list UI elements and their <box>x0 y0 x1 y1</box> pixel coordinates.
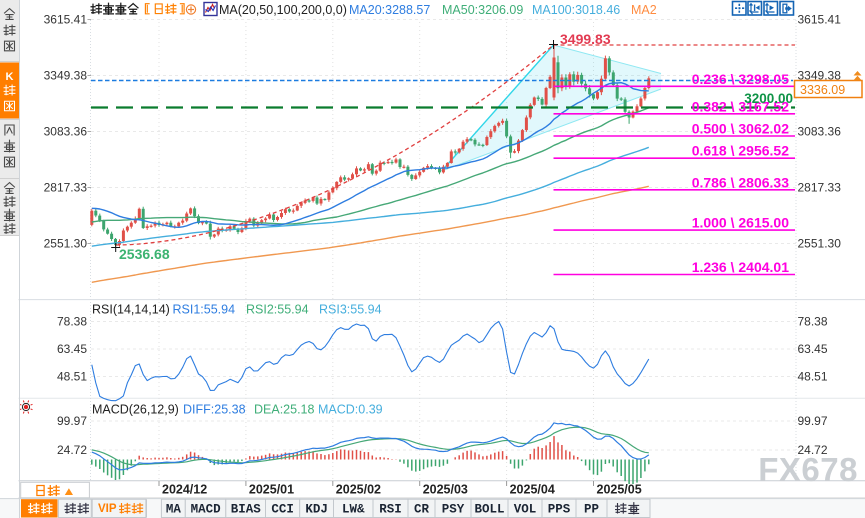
svg-text:VIP: VIP <box>98 503 117 515</box>
svg-text:LW&: LW& <box>342 503 365 517</box>
svg-text:MA(20,50,100,200,0,0): MA(20,50,100,200,0,0) <box>219 3 347 17</box>
svg-text:FX678: FX678 <box>758 451 858 488</box>
svg-text:RSI: RSI <box>379 503 402 517</box>
svg-text:RSI1:55.94: RSI1:55.94 <box>173 303 236 317</box>
svg-text:VOL: VOL <box>514 503 537 517</box>
svg-text:0.382 \ 3167.52: 0.382 \ 3167.52 <box>692 98 790 114</box>
svg-text:2817.33: 2817.33 <box>798 181 842 195</box>
svg-text:78.38: 78.38 <box>798 315 828 329</box>
svg-text:MA100:3018.46: MA100:3018.46 <box>532 3 620 17</box>
svg-text:1.236 \ 2404.01: 1.236 \ 2404.01 <box>692 259 790 275</box>
svg-text:MACD:0.39: MACD:0.39 <box>318 403 383 417</box>
svg-text:MA50:3206.09: MA50:3206.09 <box>442 3 523 17</box>
svg-text:RSI(14,14,14): RSI(14,14,14) <box>92 303 170 317</box>
svg-text:BIAS: BIAS <box>231 503 262 517</box>
svg-text:KDJ: KDJ <box>305 503 328 517</box>
svg-text:48.51: 48.51 <box>57 370 87 384</box>
svg-text:2551.30: 2551.30 <box>44 237 88 251</box>
svg-text:MACD: MACD <box>191 503 222 517</box>
svg-text:2551.30: 2551.30 <box>798 237 842 251</box>
svg-text:48.51: 48.51 <box>798 370 828 384</box>
svg-text:2025/03: 2025/03 <box>423 483 468 497</box>
svg-text:1.000 \ 2615.00: 1.000 \ 2615.00 <box>692 215 790 231</box>
svg-text:PPS: PPS <box>548 503 571 517</box>
svg-text:99.97: 99.97 <box>57 414 87 428</box>
svg-text:63.45: 63.45 <box>798 342 828 356</box>
svg-text:0.236 \ 3298.05: 0.236 \ 3298.05 <box>692 71 790 87</box>
svg-text:DIFF:25.38: DIFF:25.38 <box>183 403 246 417</box>
svg-text:MA: MA <box>166 503 182 517</box>
svg-text:0.786 \ 2806.33: 0.786 \ 2806.33 <box>692 174 790 190</box>
svg-text:CCI: CCI <box>271 503 294 517</box>
svg-text:MACD(26,12,9): MACD(26,12,9) <box>92 403 179 417</box>
svg-text:K: K <box>6 71 14 83</box>
svg-text:BOLL: BOLL <box>474 503 504 517</box>
svg-text:3615.41: 3615.41 <box>44 13 88 27</box>
svg-text:3083.36: 3083.36 <box>798 125 842 139</box>
svg-text:3200.00: 3200.00 <box>744 91 793 106</box>
svg-text:78.38: 78.38 <box>57 315 87 329</box>
svg-text:2025/02: 2025/02 <box>336 483 381 497</box>
svg-text:DEA:25.18: DEA:25.18 <box>254 403 315 417</box>
svg-text:0.618 \ 2956.52: 0.618 \ 2956.52 <box>692 143 790 159</box>
svg-text:99.97: 99.97 <box>798 414 828 428</box>
svg-text:63.45: 63.45 <box>57 342 87 356</box>
svg-text:2025/04: 2025/04 <box>510 483 555 497</box>
svg-text:3615.41: 3615.41 <box>798 13 842 27</box>
svg-text:3083.36: 3083.36 <box>44 125 88 139</box>
svg-text:2817.33: 2817.33 <box>44 181 88 195</box>
svg-text:24.72: 24.72 <box>798 443 828 457</box>
svg-text:0.500 \ 3062.02: 0.500 \ 3062.02 <box>692 121 790 137</box>
svg-text:MA2: MA2 <box>631 3 657 17</box>
svg-text:PP: PP <box>584 503 599 517</box>
svg-text:24.72: 24.72 <box>57 443 87 457</box>
svg-text:2024/12: 2024/12 <box>162 483 207 497</box>
svg-text:RSI2:55.94: RSI2:55.94 <box>246 303 309 317</box>
svg-text:3336.09: 3336.09 <box>800 83 845 97</box>
svg-text:2536.68: 2536.68 <box>119 246 170 262</box>
svg-text:PSY: PSY <box>442 503 465 517</box>
svg-text:2025/01: 2025/01 <box>249 483 294 497</box>
svg-text:3349.38: 3349.38 <box>798 69 842 83</box>
svg-text:2025/05: 2025/05 <box>597 483 642 497</box>
svg-text:MA20:3288.57: MA20:3288.57 <box>349 3 430 17</box>
svg-text:RSI3:55.94: RSI3:55.94 <box>319 303 382 317</box>
svg-text:3349.38: 3349.38 <box>44 69 88 83</box>
svg-text:3499.83: 3499.83 <box>560 31 611 47</box>
svg-text:CR: CR <box>414 503 430 517</box>
